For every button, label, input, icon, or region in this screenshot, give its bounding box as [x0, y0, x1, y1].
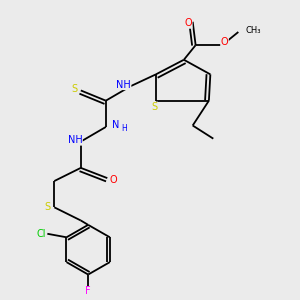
Text: Cl: Cl [37, 229, 46, 239]
Text: S: S [72, 84, 78, 94]
Text: CH₃: CH₃ [246, 26, 261, 35]
Text: NH: NH [68, 135, 82, 145]
Text: H: H [122, 124, 127, 133]
Text: F: F [85, 286, 91, 296]
Text: N: N [112, 120, 119, 130]
Text: O: O [110, 175, 118, 184]
Text: NH: NH [116, 80, 131, 90]
Text: S: S [152, 102, 158, 112]
Text: O: O [221, 37, 228, 47]
Text: S: S [44, 202, 50, 212]
Text: O: O [184, 18, 192, 28]
